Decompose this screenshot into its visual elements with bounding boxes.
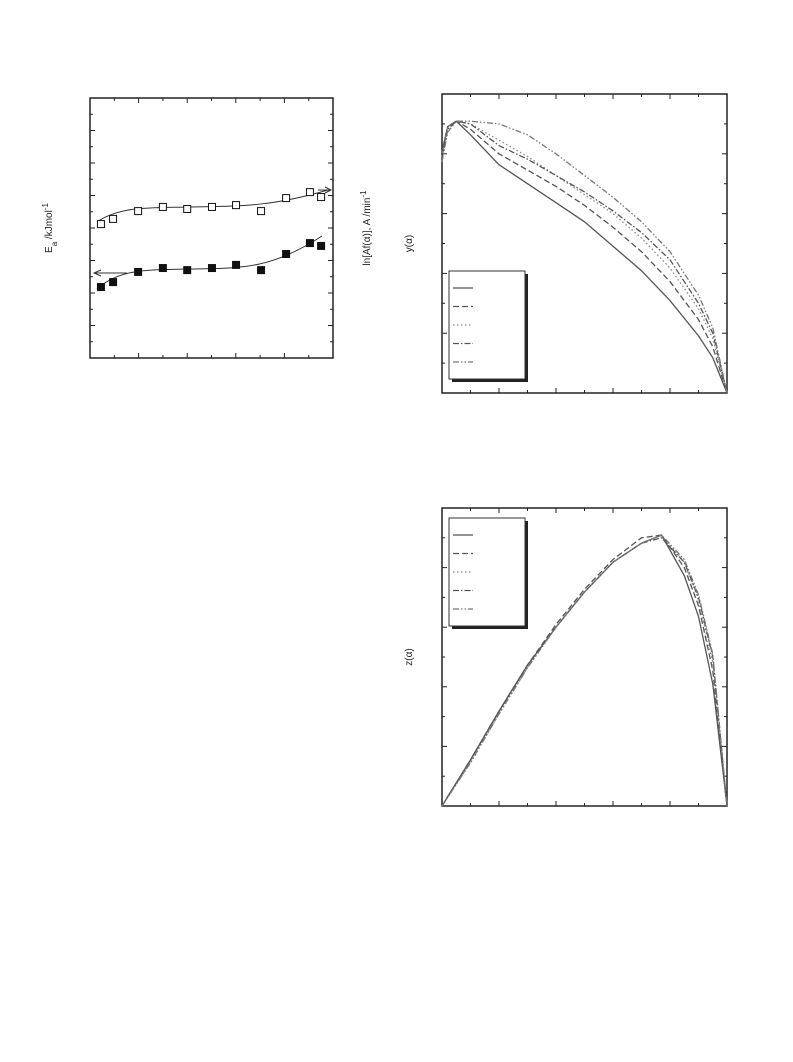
data-point	[207, 264, 216, 273]
data-point	[109, 278, 118, 287]
data-point	[96, 283, 105, 292]
data-point	[134, 267, 143, 276]
data-line	[441, 534, 728, 807]
data-point	[232, 201, 241, 210]
legend	[448, 270, 526, 380]
data-point	[257, 207, 266, 216]
plot-frame	[89, 97, 334, 359]
data-line	[441, 120, 728, 394]
y-axis-label: Ea /kJmol-1	[41, 203, 59, 253]
label-part: ln[Af(α)], A /min	[362, 198, 373, 266]
data-point	[317, 241, 326, 250]
data-point	[158, 264, 167, 273]
data-point	[282, 250, 291, 258]
label-part: E	[44, 246, 55, 253]
data-point	[232, 260, 241, 269]
data-point	[96, 220, 105, 229]
label-part: -1	[41, 203, 50, 211]
data-point	[134, 207, 143, 216]
data-point	[158, 202, 167, 211]
data-point	[109, 214, 118, 223]
data-point	[183, 266, 192, 275]
y-axis-label: ln[Af(α)], A /min-1	[359, 190, 374, 266]
fit-curve	[96, 235, 323, 290]
arrow	[92, 269, 127, 277]
y-axis-label: z(α)	[404, 648, 415, 665]
data-point	[305, 239, 314, 248]
data-line	[441, 120, 728, 394]
data-line	[441, 120, 728, 394]
y-axis-label: y(α)	[404, 235, 415, 252]
data-point	[257, 266, 266, 275]
legend	[448, 517, 526, 627]
data-point	[282, 194, 291, 203]
label-part: a	[50, 241, 59, 246]
data-point	[183, 205, 192, 214]
label-part: /kJmol	[44, 210, 55, 242]
data-line	[441, 120, 728, 394]
data-point	[305, 188, 314, 197]
data-point	[207, 202, 216, 211]
arrow	[318, 186, 333, 194]
label-part: -1	[359, 190, 368, 198]
data-line	[441, 120, 728, 394]
data-point	[317, 193, 326, 202]
data-line	[441, 534, 728, 807]
